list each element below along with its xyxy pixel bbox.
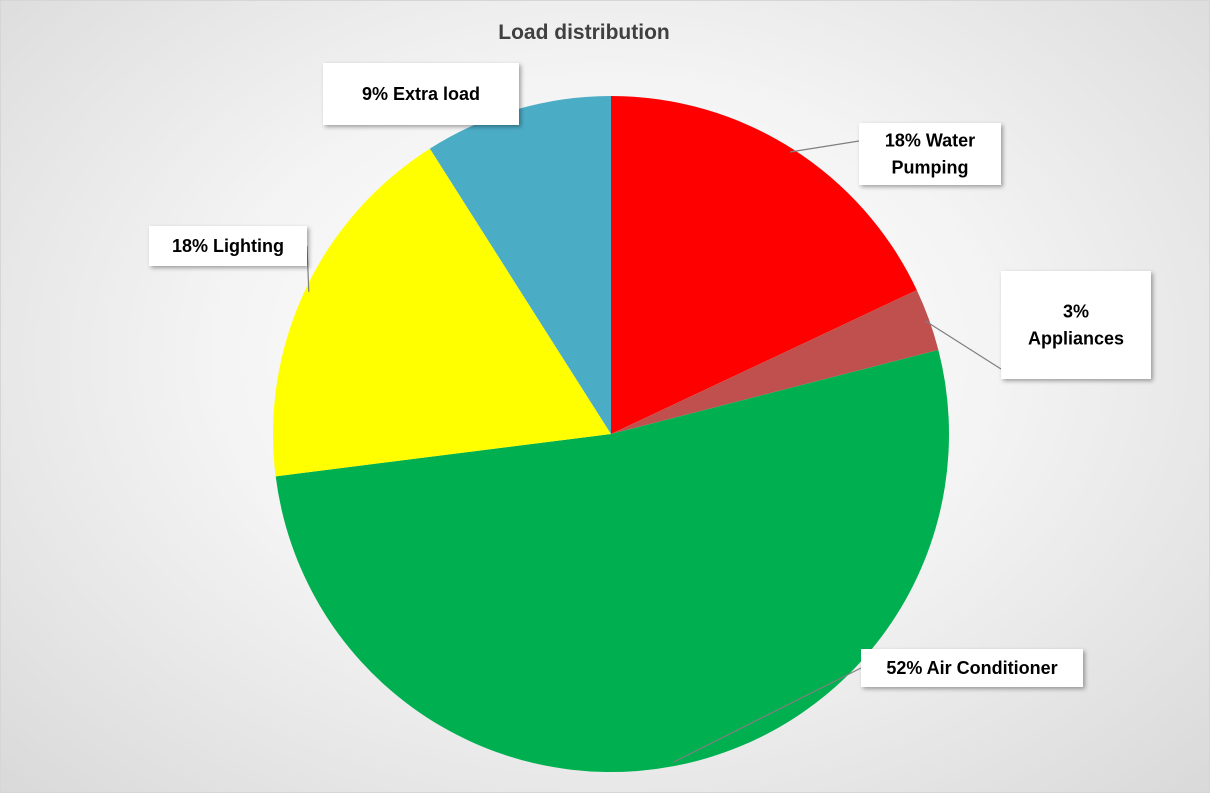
data-label-box bbox=[149, 226, 307, 266]
pie-slice-air-conditioner bbox=[275, 349, 950, 773]
pie-slices bbox=[273, 96, 950, 773]
data-label-air-conditioner: 52% Air Conditioner bbox=[861, 649, 1083, 687]
pie-slice-appliances bbox=[611, 290, 939, 434]
data-label-text: 9% Extra load bbox=[362, 84, 480, 104]
leader-line-air-conditioner bbox=[673, 667, 862, 763]
data-label-text: 52% Air Conditioner bbox=[886, 658, 1057, 678]
leader-line-water-pumping bbox=[789, 140, 860, 153]
pie-slice-water-pumping bbox=[611, 96, 917, 434]
pie-slice-extra-load bbox=[429, 96, 611, 434]
data-label-text: Pumping bbox=[892, 158, 969, 178]
data-label-text: 18% Lighting bbox=[172, 236, 284, 256]
data-label-box bbox=[323, 63, 519, 125]
leader-line-lighting bbox=[306, 245, 310, 292]
chart-title: Load distribution bbox=[498, 21, 669, 44]
leader-line-appliances bbox=[924, 320, 1002, 370]
data-label-water-pumping: 18% Water Pumping bbox=[859, 123, 1001, 185]
data-label-appliances: 3% Appliances bbox=[1001, 271, 1151, 379]
data-label-extra-load: 9% Extra load bbox=[323, 63, 519, 125]
data-labels: 18% Water Pumping 3% Appliances 52% Air Cond… bbox=[149, 63, 1151, 687]
data-label-box bbox=[859, 123, 1001, 185]
data-label-text: Appliances bbox=[1028, 329, 1124, 349]
data-label-box bbox=[1001, 271, 1151, 379]
pie-slice-lighting bbox=[273, 148, 611, 477]
data-label-text: 3% bbox=[1063, 302, 1089, 322]
data-label-text: 18% Water bbox=[885, 131, 975, 151]
data-label-lighting: 18% Lighting bbox=[149, 226, 307, 266]
data-label-box bbox=[861, 649, 1083, 687]
